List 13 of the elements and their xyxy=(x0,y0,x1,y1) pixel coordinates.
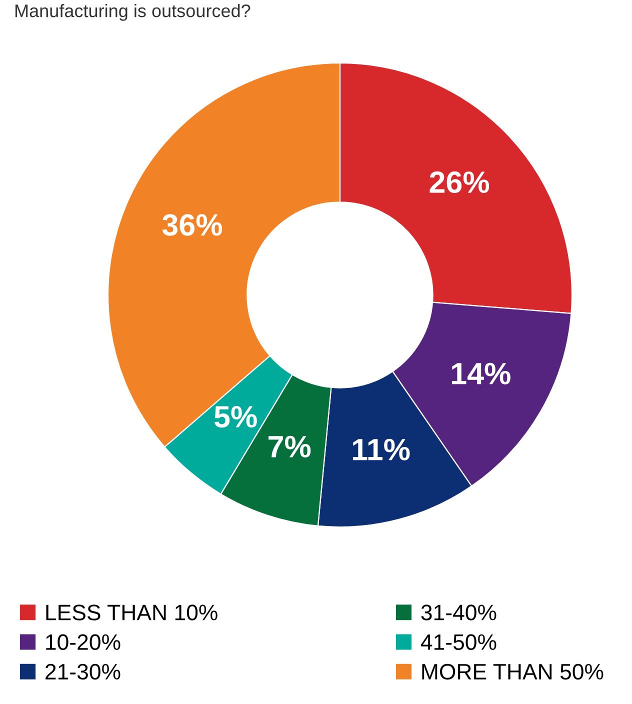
legend-label: 10-20% xyxy=(46,634,120,650)
data-label: 7% xyxy=(268,436,311,458)
data-label: 11% xyxy=(352,438,410,460)
legend-label: 31-40% xyxy=(421,604,496,620)
legend-label: LESS THAN 10% xyxy=(46,604,218,620)
data-label: 14% xyxy=(452,362,510,384)
chart-title: Manufacturing is outsourced? xyxy=(15,4,250,21)
legend-label: 41-50% xyxy=(420,634,496,650)
data-label: 5% xyxy=(214,406,257,428)
data-label: 26% xyxy=(430,171,490,194)
legend-label: MORE THAN 50% xyxy=(422,664,604,680)
data-label: 36% xyxy=(162,214,222,236)
legend-label: 21-30% xyxy=(46,664,120,680)
